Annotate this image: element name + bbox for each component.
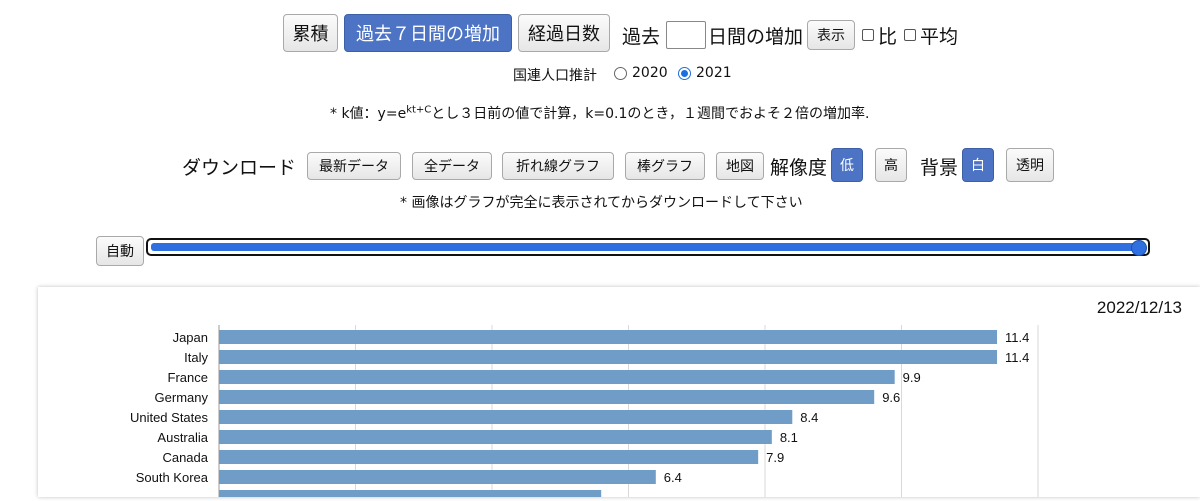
category-label: South Korea [136,470,209,485]
background-white-button[interactable]: 白 [962,148,994,182]
line-chart-button[interactable]: 折れ線グラフ [502,152,614,180]
value-label: 8.1 [780,430,798,445]
bar-chart: Japan Italy France Germany United States Aust… [130,298,1182,501]
days-increase-label: 日間の増加 [708,26,804,48]
ratio-checkbox[interactable] [862,29,874,41]
download-label: ダウンロード [182,157,297,179]
ratio-label: 比 [878,26,898,48]
average-label: 平均 [920,26,959,48]
category-label: Canada [162,450,208,465]
k-note-superscript: kt+C [406,104,432,116]
background-transparent-button[interactable]: 透明 [1006,148,1054,182]
cumulative-button[interactable]: 累積 [283,14,338,52]
bar [219,490,602,501]
bar [219,390,875,404]
latest-data-button[interactable]: 最新データ [307,152,401,180]
show-button[interactable]: 表示 [807,20,855,50]
elapsed-days-button[interactable]: 経過日数 [518,14,610,52]
resolution-high-button[interactable]: 高 [875,148,907,182]
auto-play-button[interactable]: 自動 [96,236,144,266]
value-label: 11.4 [1005,330,1029,345]
image-download-note: * 画像はグラフが完全に表示されてからダウンロードして下さい [400,195,803,211]
value-label: 9.6 [882,390,900,405]
radio-2020-label: 2020 [632,65,668,81]
category-label: Australia [157,430,208,445]
map-button[interactable]: 地図 [716,152,764,180]
population-label: 国連人口推計 [513,68,597,84]
value-label: 8.4 [800,410,818,425]
date-slider[interactable] [146,238,1150,256]
past-label: 過去 [622,26,661,48]
slider-thumb[interactable] [1131,240,1147,256]
radio-2020[interactable] [614,67,627,80]
category-label: Italy [184,350,208,365]
k-note-suffix: とし３日前の値で計算，k=0.1のとき，１週間でおよそ２倍の増加率. [431,106,870,122]
category-label: Germany [155,390,209,405]
bar [219,410,793,424]
bar [219,370,895,384]
resolution-low-button[interactable]: 低 [831,148,863,182]
average-checkbox[interactable] [904,29,916,41]
resolution-label: 解像度 [770,157,828,179]
slider-fill [151,243,1145,251]
bar [219,470,656,484]
value-label: 7.9 [766,450,784,465]
k-note-prefix: * k値：y=e [330,106,407,122]
radio-2021[interactable] [678,67,691,80]
chart-panel: Japan Italy France Germany United States Aust… [38,287,1200,501]
k-value-note: * k値：y=ekt+Cとし３日前の値で計算，k=0.1のとき，１週間でおよそ２… [330,103,869,123]
chart-date: 2022/12/13 [1097,298,1182,317]
bar [219,430,772,444]
days-input[interactable] [666,21,706,49]
value-label: 9.9 [903,370,921,385]
value-label: 6.4 [664,470,682,485]
past-7-days-button[interactable]: 過去７日間の増加 [344,14,512,52]
bar [219,350,998,364]
category-label: France [168,370,208,385]
bar [219,330,998,344]
category-label: United States [130,410,209,425]
bar [219,450,759,464]
radio-2021-label: 2021 [696,65,732,81]
background-label: 背景 [920,157,959,179]
all-data-button[interactable]: 全データ [412,152,492,180]
category-label: Japan [173,330,208,345]
value-label: 11.4 [1005,350,1029,365]
bar-chart-button[interactable]: 棒グラフ [625,152,705,180]
